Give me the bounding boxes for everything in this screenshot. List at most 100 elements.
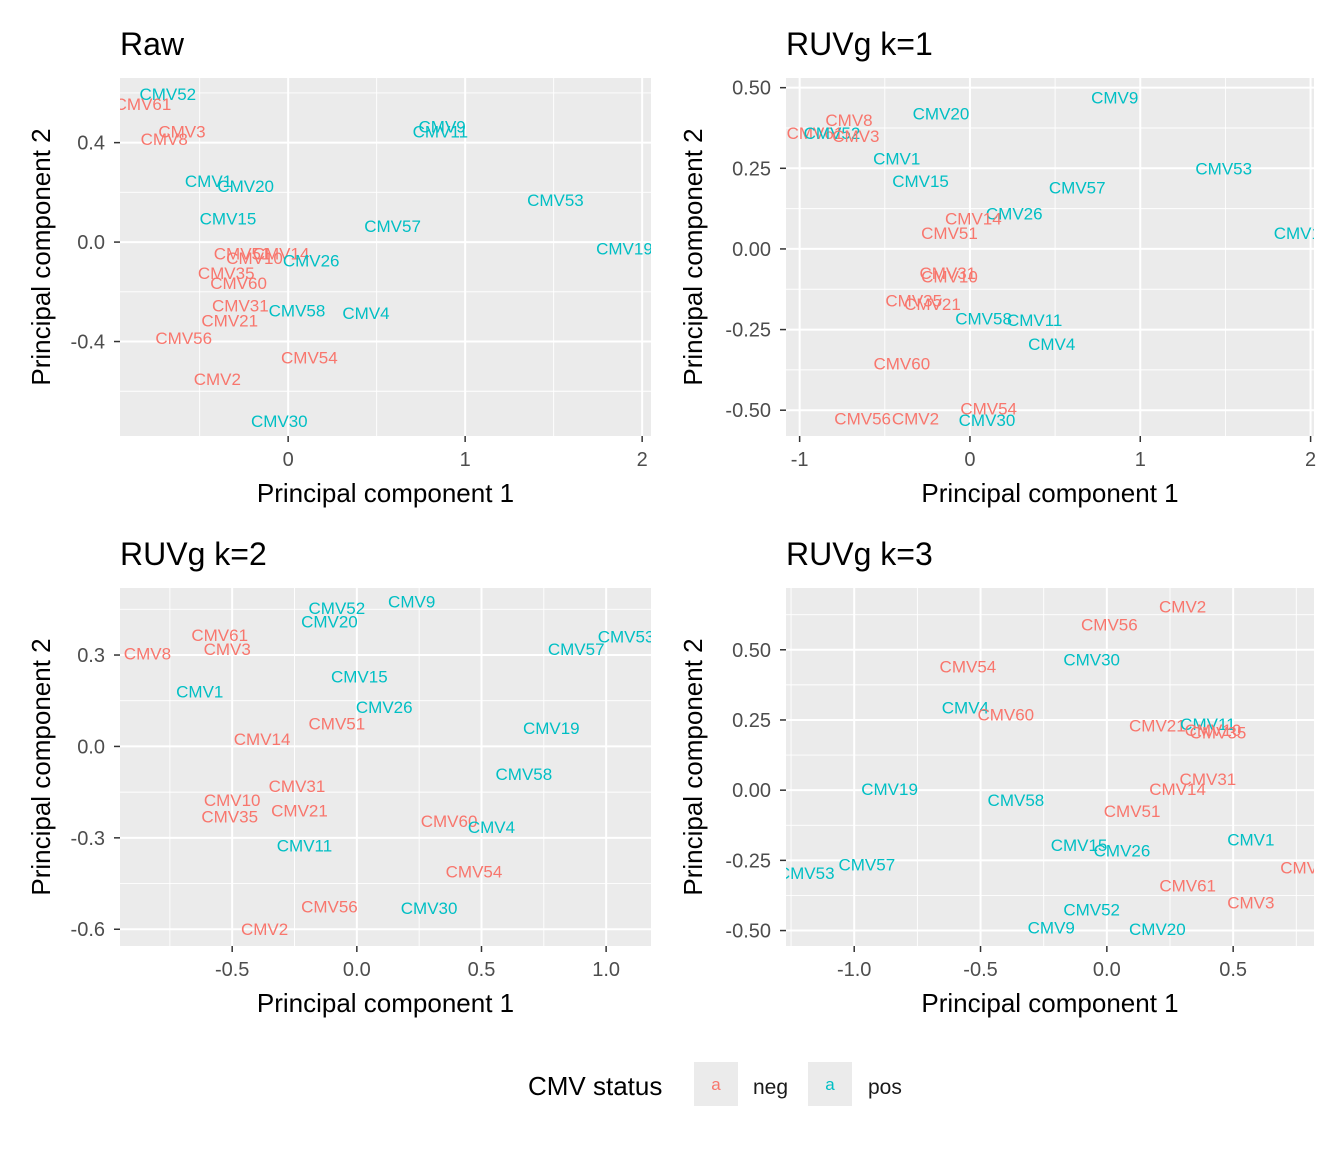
point-label-cmv3: CMV3 (158, 122, 205, 141)
legend: CMV status a neg a pos (528, 1062, 902, 1106)
point-label-cmv4: CMV4 (1028, 335, 1075, 354)
point-label-cmv51: CMV51 (309, 715, 366, 734)
y-tick-label: 0.50 (732, 78, 771, 100)
point-label-cmv14: CMV14 (253, 244, 310, 263)
point-label-cmv9: CMV9 (388, 593, 435, 612)
point-label-cmv2: CMV2 (241, 920, 288, 939)
x-tick-label: 0 (283, 449, 294, 471)
point-label-cmv15: CMV15 (1051, 836, 1108, 855)
point-label-cmv19: CMV19 (861, 780, 918, 799)
point-label-cmv57: CMV57 (548, 640, 605, 659)
legend-item-pos: a pos (808, 1062, 902, 1106)
point-label-cmv15: CMV15 (331, 667, 388, 686)
x-tick-label: 0.5 (1219, 959, 1247, 981)
point-label-cmv30: CMV30 (251, 412, 308, 431)
point-label-cmv1: CMV1 (1227, 830, 1274, 849)
y-axis-label: Principal component 2 (678, 638, 708, 895)
plot-background (786, 78, 1314, 436)
point-label-cmv8: CMV8 (825, 111, 872, 130)
point-label-cmv54: CMV54 (940, 658, 997, 677)
point-label-cmv2: CMV2 (1159, 597, 1206, 616)
x-tick-label: 1 (460, 449, 471, 471)
point-label-cmv57: CMV57 (1049, 179, 1106, 198)
point-label-cmv14: CMV14 (1149, 780, 1206, 799)
legend-item-neg: a neg (694, 1062, 788, 1106)
point-label-cmv53: CMV53 (527, 191, 584, 210)
point-label-cmv35: CMV35 (201, 808, 258, 827)
point-label-cmv2: CMV2 (892, 409, 939, 428)
point-label-cmv8: CMV8 (141, 130, 188, 149)
point-label-cmv3: CMV3 (832, 127, 879, 146)
point-label-cmv26: CMV26 (1094, 842, 1151, 861)
point-label-cmv31: CMV31 (212, 296, 269, 315)
x-tick-label: -1.0 (837, 959, 871, 981)
point-label-cmv61: CMV61 (1159, 877, 1216, 896)
x-tick-label: 2 (637, 449, 648, 471)
point-label-cmv2: CMV2 (194, 370, 241, 389)
point-label-cmv21: CMV21 (904, 295, 961, 314)
point-label-cmv4: CMV4 (342, 304, 389, 323)
legend-key-pos (808, 1062, 852, 1106)
y-tick-label: -0.3 (71, 828, 105, 850)
point-label-cmv31: CMV31 (1180, 770, 1237, 789)
point-label-cmv11: CMV11 (1180, 715, 1235, 734)
point-label-cmv52: CMV52 (139, 85, 196, 104)
point-label-cmv20: CMV20 (1129, 920, 1186, 939)
point-label-cmv57: CMV57 (364, 217, 421, 236)
legend-key-glyph-neg: a (711, 1075, 721, 1094)
point-label-cmv19: CMV19 (523, 719, 580, 738)
point-label-cmv35: CMV35 (885, 292, 942, 311)
x-axis-label: Principal component 1 (257, 988, 514, 1018)
point-label-cmv31: CMV31 (919, 264, 976, 283)
y-tick-label: -0.4 (71, 332, 105, 354)
point-label-cmv19: CMV19 (1274, 224, 1331, 243)
point-label-cmv54: CMV54 (446, 862, 503, 881)
point-label-cmv51: CMV51 (921, 224, 978, 243)
y-tick-label: -0.6 (71, 919, 105, 941)
point-label-cmv60: CMV60 (210, 274, 267, 293)
point-label-cmv10: CMV10 (204, 791, 261, 810)
x-tick-label: 0.0 (343, 959, 371, 981)
x-tick-label: 0.5 (468, 959, 496, 981)
point-label-cmv30: CMV30 (959, 411, 1016, 430)
point-label-cmv11: CMV11 (1007, 311, 1062, 330)
point-label-cmv1: CMV1 (176, 683, 223, 702)
point-label-cmv14: CMV14 (234, 730, 291, 749)
point-label-cmv26: CMV26 (986, 204, 1043, 223)
point-label-cmv9: CMV9 (419, 117, 466, 136)
point-label-cmv51: CMV51 (1104, 802, 1161, 821)
point-label-cmv35: CMV35 (1190, 724, 1247, 743)
panel-3: -0.5 0.0 0.5 1.00.30.0-0.3-0.6CMV9CMV52CMV2… (26, 536, 651, 1018)
point-label-cmv26: CMV26 (283, 252, 340, 271)
point-label-cmv56: CMV56 (301, 897, 358, 916)
panel-2: -1 0 1 2 0.50 0.25 0.00 -0.25 -0.50 CMV9 CMV20 CMV8… (678, 26, 1331, 508)
point-label-cmv1: CMV1 (185, 172, 232, 191)
point-label-cmv15: CMV15 (200, 209, 257, 228)
y-tick-label: 0.4 (77, 133, 105, 155)
x-tick-label: -1 (791, 449, 809, 471)
point-label-cmv26: CMV26 (356, 698, 413, 717)
point-label-cmv58: CMV58 (988, 791, 1045, 810)
point-label-cmv21: CMV21 (1129, 717, 1186, 736)
x-axis-label: Principal component 1 (257, 478, 514, 508)
legend-key-glyph-pos: a (825, 1075, 835, 1094)
point-label-cmv1: CMV1 (873, 150, 920, 169)
point-label-cmv54: CMV54 (281, 349, 338, 368)
panel-title: Raw (120, 26, 185, 62)
point-label-cmv58: CMV58 (496, 765, 553, 784)
x-tick-label: 0.0 (1093, 959, 1121, 981)
legend-label-pos: pos (868, 1076, 902, 1099)
panel-title: RUVg k=1 (786, 26, 933, 62)
point-label-cmv54: CMV54 (960, 400, 1017, 419)
point-label-cmv3: CMV3 (1227, 893, 1274, 912)
y-tick-label: 0.00 (732, 239, 771, 261)
point-label-cmv61: CMV61 (787, 124, 844, 143)
y-tick-label: 0.50 (732, 640, 771, 662)
point-label-cmv56: CMV56 (1081, 616, 1138, 635)
point-label-cmv52: CMV52 (804, 124, 861, 143)
point-label-cmv19: CMV19 (596, 239, 653, 258)
point-label-cmv10: CMV10 (1185, 721, 1242, 740)
y-tick-label: -0.50 (725, 921, 771, 943)
